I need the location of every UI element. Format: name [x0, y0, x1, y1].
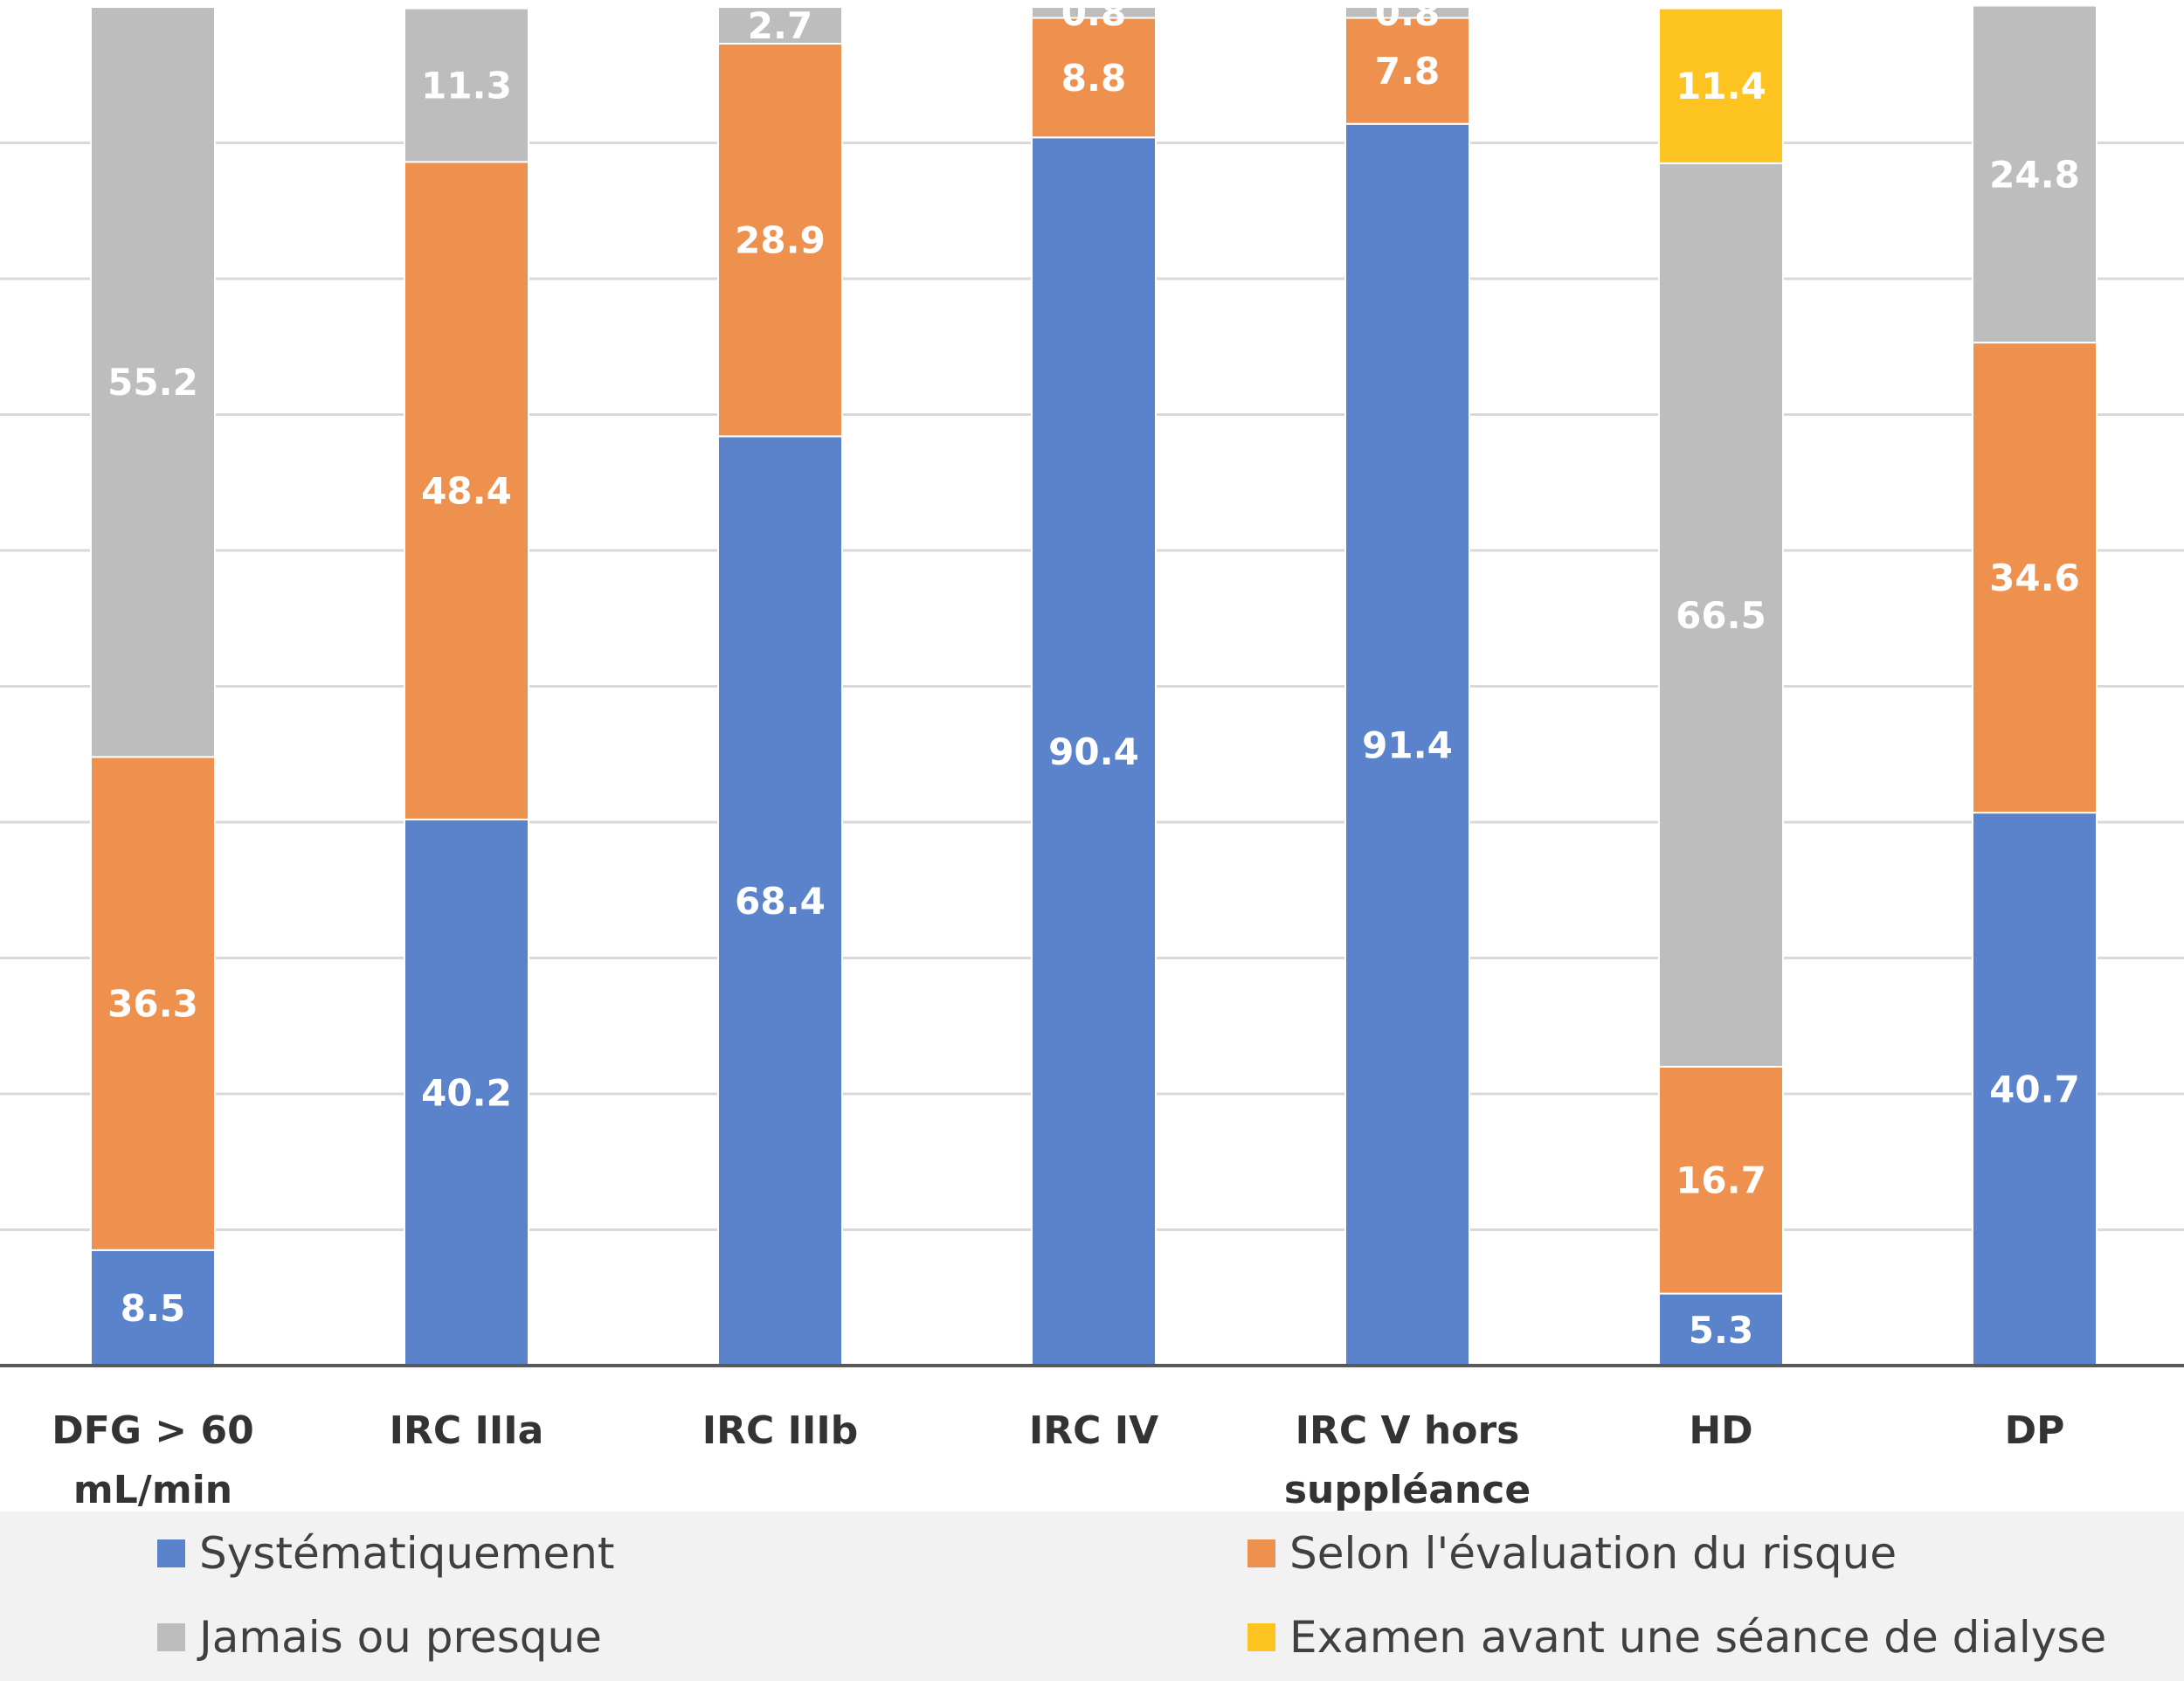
bar-segment [717, 6, 843, 45]
bar-segment [90, 756, 216, 1251]
bar-segment [717, 42, 843, 438]
data-label: 24.8 [1989, 153, 2080, 196]
data-label: 0.8 [1375, 0, 1440, 34]
bar-segment [1972, 812, 2098, 1366]
data-labels: 8.5 36.3 55.2 40.2 48.4 11.3 68.4 28.9 2.7 90.4 8.… [107, 0, 2080, 1352]
data-label: 40.7 [1989, 1069, 2080, 1111]
legend-label: Jamais ou presque [199, 1612, 602, 1663]
data-label: 36.3 [107, 983, 198, 1026]
legend-item-examen-dialyse: Examen avant une séance de dialyse [1248, 1611, 2106, 1664]
category-label: IRC IIIb [702, 1408, 858, 1453]
legend-label: Examen avant une séance de dialyse [1289, 1612, 2107, 1663]
bar-segment [1972, 342, 2098, 814]
legend-swatch-gray [157, 1623, 185, 1651]
legend-item-selon-evaluation: Selon l'évaluation du risque [1248, 1527, 1897, 1580]
category-label: IRC IIIa [390, 1408, 544, 1453]
data-label: 8.5 [121, 1287, 185, 1330]
legend-swatch-yellow [1248, 1623, 1275, 1651]
data-label: 16.7 [1676, 1159, 1766, 1202]
bar-segment [1344, 17, 1470, 125]
data-label: 48.4 [421, 470, 512, 513]
data-label: 11.4 [1676, 65, 1766, 107]
bar-segment [1344, 122, 1470, 1367]
category-label: DFG > 60 [52, 1408, 253, 1453]
bar-segment [1031, 136, 1157, 1366]
data-label: 0.8 [1061, 0, 1126, 34]
bar-segment [1658, 1065, 1784, 1295]
category-label: DP [2005, 1408, 2065, 1453]
data-label: 40.2 [421, 1071, 512, 1114]
legend-label: Selon l'évaluation du risque [1289, 1528, 1897, 1579]
category-label: suppléance [1284, 1468, 1531, 1512]
legend: Systématiquement Selon l'évaluation du r… [0, 1512, 2184, 1681]
bar-segment [404, 7, 529, 163]
legend-swatch-blue [157, 1539, 185, 1567]
bars [90, 4, 2098, 1367]
data-label: 8.8 [1061, 57, 1126, 100]
data-label: 11.3 [421, 64, 512, 107]
category-label: IRC V hors [1296, 1408, 1520, 1453]
bar-segment [90, 1249, 216, 1366]
legend-swatch-orange [1248, 1539, 1275, 1567]
data-label: 34.6 [1989, 557, 2080, 599]
bar-segment [1031, 6, 1157, 19]
data-label: 5.3 [1689, 1309, 1753, 1352]
data-label: 28.9 [735, 219, 826, 262]
category-label: HD [1689, 1408, 1752, 1453]
data-label: 90.4 [1048, 730, 1139, 773]
bar-segment [1658, 162, 1784, 1068]
category-labels: DFG > 60 mL/min IRC IIIa IRC IIIb IRC IV IRC … [52, 1408, 2064, 1512]
data-label: 7.8 [1375, 50, 1440, 93]
bar-segment [90, 6, 216, 758]
data-label: 2.7 [748, 4, 812, 47]
bar-segment [404, 161, 529, 820]
category-label: IRC IV [1029, 1408, 1158, 1453]
bar-segment [1972, 4, 2098, 344]
bar-segment [1344, 6, 1470, 19]
data-label: 68.4 [735, 880, 826, 923]
data-label: 66.5 [1676, 594, 1766, 637]
legend-item-jamais: Jamais ou presque [157, 1611, 602, 1664]
bar-segment [1658, 1292, 1784, 1366]
legend-item-systematiquement: Systématiquement [157, 1527, 615, 1580]
bar-segment [1658, 7, 1784, 164]
legend-label: Systématiquement [199, 1528, 615, 1579]
data-label: 91.4 [1362, 723, 1453, 766]
data-label: 55.2 [107, 361, 198, 404]
category-label: mL/min [73, 1468, 232, 1512]
